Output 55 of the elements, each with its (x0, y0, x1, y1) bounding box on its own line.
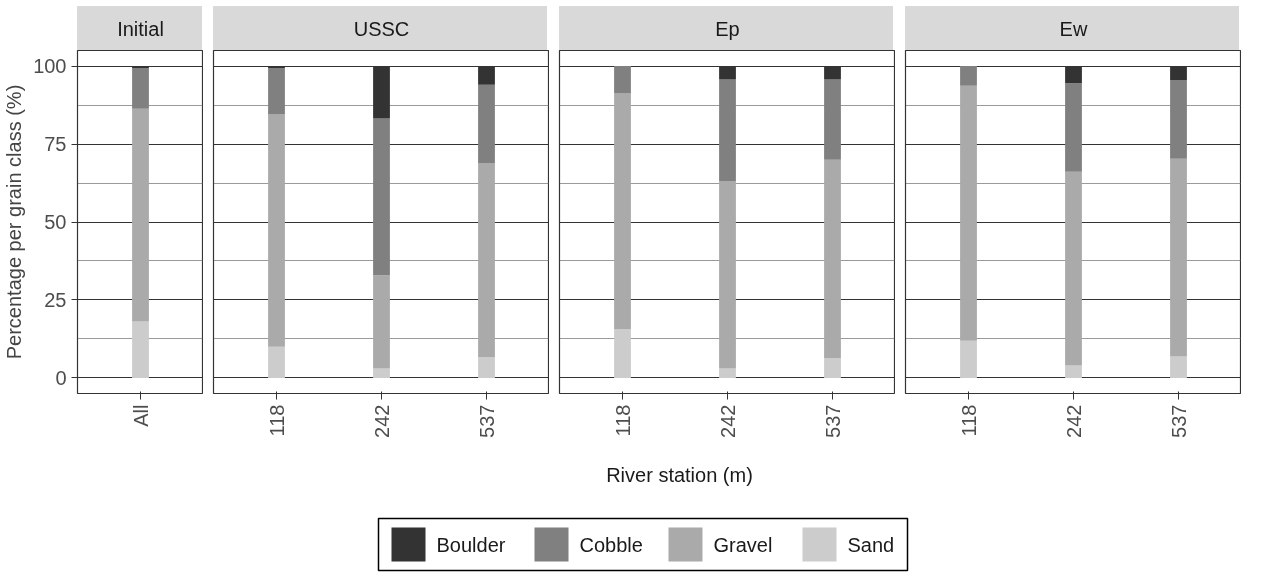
bar (268, 346, 285, 378)
legend-label: Gravel (713, 533, 773, 556)
x-tick-label: 537 (1167, 404, 1190, 438)
chart-title: Initial (117, 17, 164, 40)
legend-label: Boulder (436, 533, 506, 556)
chart-title: USSC (353, 17, 410, 40)
bar (824, 79, 841, 160)
bar (614, 66, 631, 94)
bar (1065, 83, 1082, 172)
chart-title: Ep (715, 17, 740, 40)
bar (719, 181, 736, 369)
x-tick-label: 118 (957, 404, 980, 437)
bar (960, 66, 977, 86)
y-tick-label: 75 (44, 133, 67, 156)
bar (960, 85, 977, 341)
chart-title: Ew (1059, 17, 1088, 40)
x-tick-label: 537 (821, 404, 844, 438)
y-axis-title: Percentage per grain class (%) (3, 84, 26, 360)
bar (132, 321, 149, 378)
x-tick-label: 242 (716, 404, 739, 438)
bar (824, 159, 841, 358)
bar (373, 368, 390, 378)
bar (824, 357, 841, 378)
y-tick-label: 0 (55, 366, 67, 389)
bar (478, 357, 495, 378)
legend-label: Sand (847, 533, 895, 556)
bar (373, 275, 390, 369)
x-tick-label: All (129, 404, 152, 427)
x-tick-label: 118 (611, 404, 634, 437)
bar (1170, 158, 1187, 357)
x-tick-label: 242 (370, 404, 393, 438)
bar (478, 84, 495, 164)
bar (1065, 365, 1082, 378)
x-tick-label: 118 (265, 404, 288, 437)
y-tick-label: 25 (44, 288, 67, 311)
bar (719, 79, 736, 182)
bar (614, 328, 631, 378)
bar (478, 163, 495, 358)
bar (960, 340, 977, 378)
bar (1170, 80, 1187, 159)
bar (1065, 171, 1082, 366)
bar (614, 93, 631, 329)
x-axis-title: River station (m) (606, 463, 753, 486)
bar (373, 118, 390, 276)
bar (719, 368, 736, 378)
y-tick-label: 50 (44, 211, 67, 233)
x-tick-label: 537 (475, 404, 498, 438)
y-tick-label: 100 (33, 55, 67, 78)
x-tick-label: 242 (1062, 404, 1085, 438)
bar (132, 67, 149, 109)
bar (268, 114, 285, 347)
bar (1170, 356, 1187, 378)
bar (268, 67, 285, 115)
bar (132, 108, 149, 322)
legend-label: Cobble (579, 533, 643, 556)
